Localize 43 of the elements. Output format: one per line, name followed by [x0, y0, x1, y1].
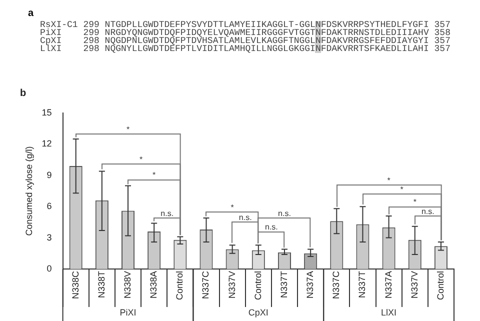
x-tick-label: N337C	[331, 270, 342, 300]
x-tick-label: N338V	[122, 271, 132, 299]
x-tick-label: Control	[252, 271, 263, 300]
annotation: *	[230, 202, 234, 212]
annotation: n.s.	[421, 206, 434, 216]
annotation: n.s.	[238, 213, 252, 222]
text: PiXI 299 NRGDYQNGWDTDQFPIDQYELVQAWMEIIRGGGFVTGGTNFDAKTRRNSTDLEDIIIAHV 358	[40, 28, 450, 38]
x-tick-label: N338C	[70, 270, 80, 300]
x-tick-label: N337T	[357, 270, 368, 298]
annotation: *	[400, 185, 404, 194]
annotation: *	[387, 176, 390, 185]
text: LlXI 298 NQGNYLLGWDTDEFPTLVIDITLAMHQILLNGGLGKGGINFDAKVRRTSFKAEDLILAHI 357	[40, 44, 450, 54]
annotation: *	[413, 198, 416, 207]
x-tick-label: N337T	[278, 270, 289, 298]
annotation: n.s.	[264, 222, 278, 232]
x-tick-label: N338T	[96, 270, 106, 298]
annotation: *	[139, 154, 143, 164]
x-tick-label: N337C	[200, 270, 211, 300]
annotation: n.s.	[278, 209, 291, 218]
text: LlXI	[381, 307, 397, 318]
text: CpXI	[248, 307, 268, 318]
text: PiXI	[120, 307, 136, 318]
annotation: n.s.	[160, 209, 174, 218]
text: RsXI-C1 299 NTGDPLLGWDTDEFPYSVYDTTLAMYEIIKAGGLT-GGLNFDSKVRRPSYTHEDLFYGFI 357	[40, 20, 450, 30]
text: CpXI 298 NQGDPNLGWDTDQFPTDVHSATLAMLEVLKAGGFTNGGLNFDAKVRRGSFEFDDIAYGYI 357	[40, 36, 450, 46]
y-tick-label: 9	[46, 170, 52, 180]
text: a	[28, 8, 34, 19]
x-tick-label: Control	[435, 271, 446, 300]
y-tick-label: 12	[42, 138, 52, 149]
x-tick-label: N337A	[383, 271, 394, 299]
y-tick-label: 6	[46, 201, 52, 212]
annotation: *	[152, 170, 156, 180]
x-tick-label: Control	[174, 271, 185, 300]
x-tick-label: N337A	[305, 271, 316, 299]
chart-title: b	[20, 88, 26, 99]
annotation: *	[126, 124, 130, 134]
x-tick-label: N338A	[148, 271, 159, 299]
y-tick-label: 0	[46, 263, 52, 274]
x-tick-label: N337V	[226, 271, 237, 299]
y-tick-label: 3	[46, 232, 52, 242]
x-tick-label: N337V	[409, 271, 420, 299]
y-axis-title: Consumed xylose (g/l)	[24, 146, 34, 236]
y-tick-label: 15	[42, 107, 52, 118]
